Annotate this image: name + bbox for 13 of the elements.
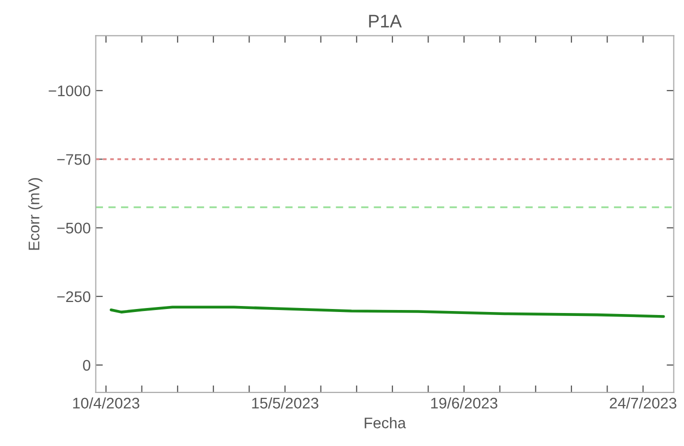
x-tick-label: 24/7/2023 [610, 397, 676, 409]
y-tick-label: −1000 [48, 85, 90, 96]
y-tick-label: −750 [57, 154, 90, 165]
chart-title: P1A [369, 14, 402, 28]
y-tick-label: 0 [83, 360, 90, 371]
y-tick-label: −500 [57, 222, 90, 234]
x-tick-label: 10/4/2023 [73, 397, 140, 409]
y-axis-title: Ecorr (mV) [28, 178, 42, 250]
x-tick-label: 15/5/2023 [252, 397, 318, 409]
x-axis-title: Fecha [364, 417, 406, 428]
line-series [110, 306, 665, 318]
y-tick-label: −250 [57, 291, 90, 302]
x-tick-label: 19/6/2023 [431, 397, 498, 409]
